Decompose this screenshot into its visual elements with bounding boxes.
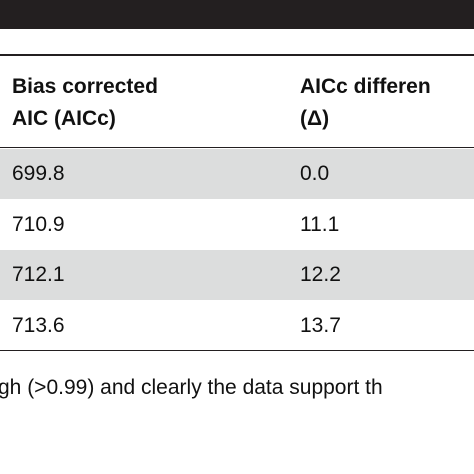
cell: 699.8 [12, 162, 65, 185]
header-cell: AICc differen (Δ) [300, 71, 431, 135]
rule [0, 147, 474, 148]
cell: 710.9 [12, 212, 65, 236]
rule [0, 350, 474, 351]
row-band [0, 250, 474, 300]
cell: 12.2 [300, 263, 341, 286]
row-band [0, 300, 474, 351]
row-band [0, 149, 474, 199]
top-bar [0, 0, 474, 29]
header-cell: Bias corrected AIC (AICc) [12, 71, 158, 135]
rule [0, 54, 474, 56]
header-line: AIC (AICc) [12, 107, 116, 130]
header-line: AICc differen [300, 75, 431, 98]
footnote: gh (>0.99) and clearly the data support … [0, 376, 383, 399]
row-band [0, 199, 474, 250]
header-line: (Δ) [300, 107, 330, 130]
cell: 13.7 [300, 313, 341, 337]
header-line: Bias corrected [12, 75, 158, 98]
cell: 713.6 [12, 313, 65, 337]
cell: 0.0 [300, 162, 330, 185]
cell: 11.1 [300, 212, 340, 236]
cell: 712.1 [12, 263, 65, 286]
